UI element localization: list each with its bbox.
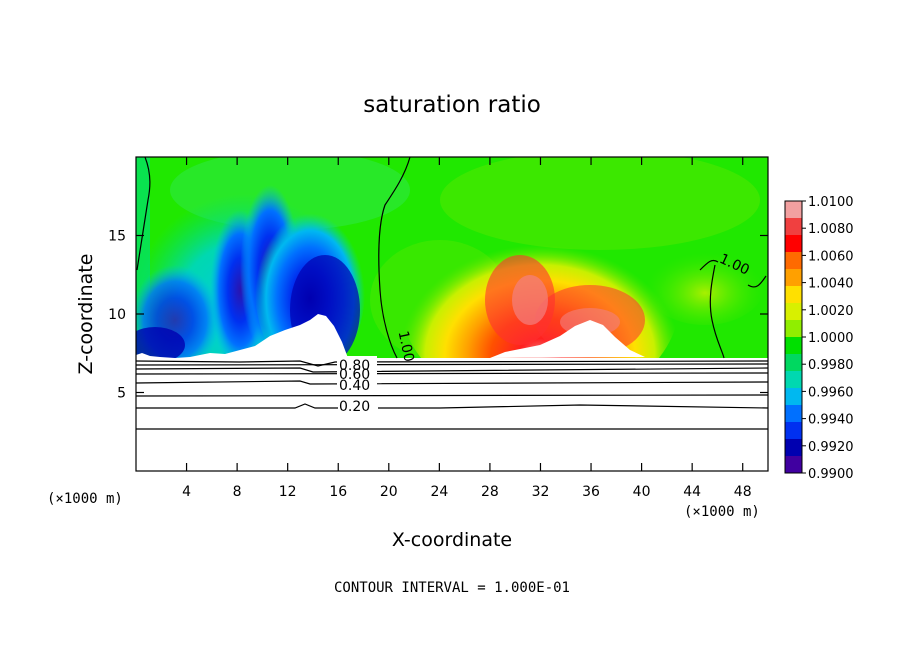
- contour-label: 0.20: [339, 399, 370, 415]
- x-tick-label: 4: [182, 484, 191, 500]
- colorbar-swatch: [785, 218, 802, 236]
- colorbar-label: 1.0000: [808, 331, 854, 346]
- x-tick-label: 8: [233, 484, 242, 500]
- contour-label: 0.40: [339, 378, 370, 394]
- colorbar-swatch: [785, 286, 802, 304]
- colorbar-swatch: [785, 371, 802, 389]
- y-axis: 5 10 15: [108, 229, 768, 402]
- colorbar-swatch: [785, 320, 802, 338]
- x-tick-label: 36: [582, 484, 600, 500]
- terrain-left: [136, 314, 348, 358]
- y-tick-label: 15: [108, 229, 126, 245]
- colorbar-label: 0.9980: [808, 358, 854, 373]
- colorbar-label: 0.9900: [808, 467, 854, 482]
- contour-interval-note: CONTOUR INTERVAL = 1.000E-01: [334, 580, 570, 596]
- x-tick-label: 44: [683, 484, 701, 500]
- colorbar-swatch: [785, 201, 802, 219]
- colorbar-swatch: [785, 354, 802, 372]
- plot-field: [136, 157, 768, 471]
- x-unit-right: (×1000 m): [684, 504, 760, 520]
- colorbar-swatch: [785, 388, 802, 406]
- contour-label: 0.60: [339, 367, 370, 383]
- colorbar-label: 0.9920: [808, 440, 854, 455]
- colorbar-swatch: [785, 269, 802, 287]
- colorbar-label: 0.9960: [808, 385, 854, 400]
- colorbar-swatch: [785, 235, 802, 253]
- contour-label: 1.00: [395, 330, 417, 364]
- x-tick-label: 48: [734, 484, 752, 500]
- colorbar-swatch: [785, 456, 802, 474]
- colorbar-swatch: [785, 337, 802, 355]
- x-tick-label: 32: [532, 484, 550, 500]
- colorbar-swatch: [785, 303, 802, 321]
- y-axis-label: Z-coordinate: [75, 254, 97, 375]
- colorbar-label: 1.0060: [808, 249, 854, 264]
- colorbar-label: 1.0100: [808, 195, 854, 210]
- y-tick-label: 5: [117, 386, 126, 402]
- x-axis-label: X-coordinate: [392, 529, 512, 551]
- colorbar-label: 1.0020: [808, 304, 854, 319]
- colorbar-swatch: [785, 252, 802, 270]
- colorbar: 1.0100 1.0080 1.0060 1.0040 1.0020 1.0000 0.99…: [784, 195, 854, 482]
- terrain-right: [490, 320, 645, 358]
- x-unit-left: (×1000 m): [47, 491, 123, 507]
- x-tick-label: 16: [329, 484, 347, 500]
- y-tick-label: 10: [108, 307, 126, 323]
- contour-label: 0.80: [339, 358, 370, 374]
- colorbar-label: 0.9940: [808, 413, 854, 428]
- subsurface-region: [136, 358, 768, 471]
- colorbar-swatch: [785, 439, 802, 457]
- colorbar-swatch: [785, 422, 802, 440]
- colorbar-label: 1.0040: [808, 277, 854, 292]
- x-tick-label: 28: [481, 484, 499, 500]
- x-axis: 4 8 12 16 20 24 28 32 36 40 44 48: [182, 157, 752, 500]
- x-tick-label: 12: [279, 484, 297, 500]
- x-tick-label: 24: [430, 484, 448, 500]
- x-tick-label: 40: [633, 484, 651, 500]
- chart-title: saturation ratio: [363, 92, 541, 118]
- colorbar-label: 1.0080: [808, 222, 854, 237]
- contour-lines: [136, 157, 768, 430]
- x-tick-label: 20: [380, 484, 398, 500]
- colorbar-swatch: [785, 405, 802, 423]
